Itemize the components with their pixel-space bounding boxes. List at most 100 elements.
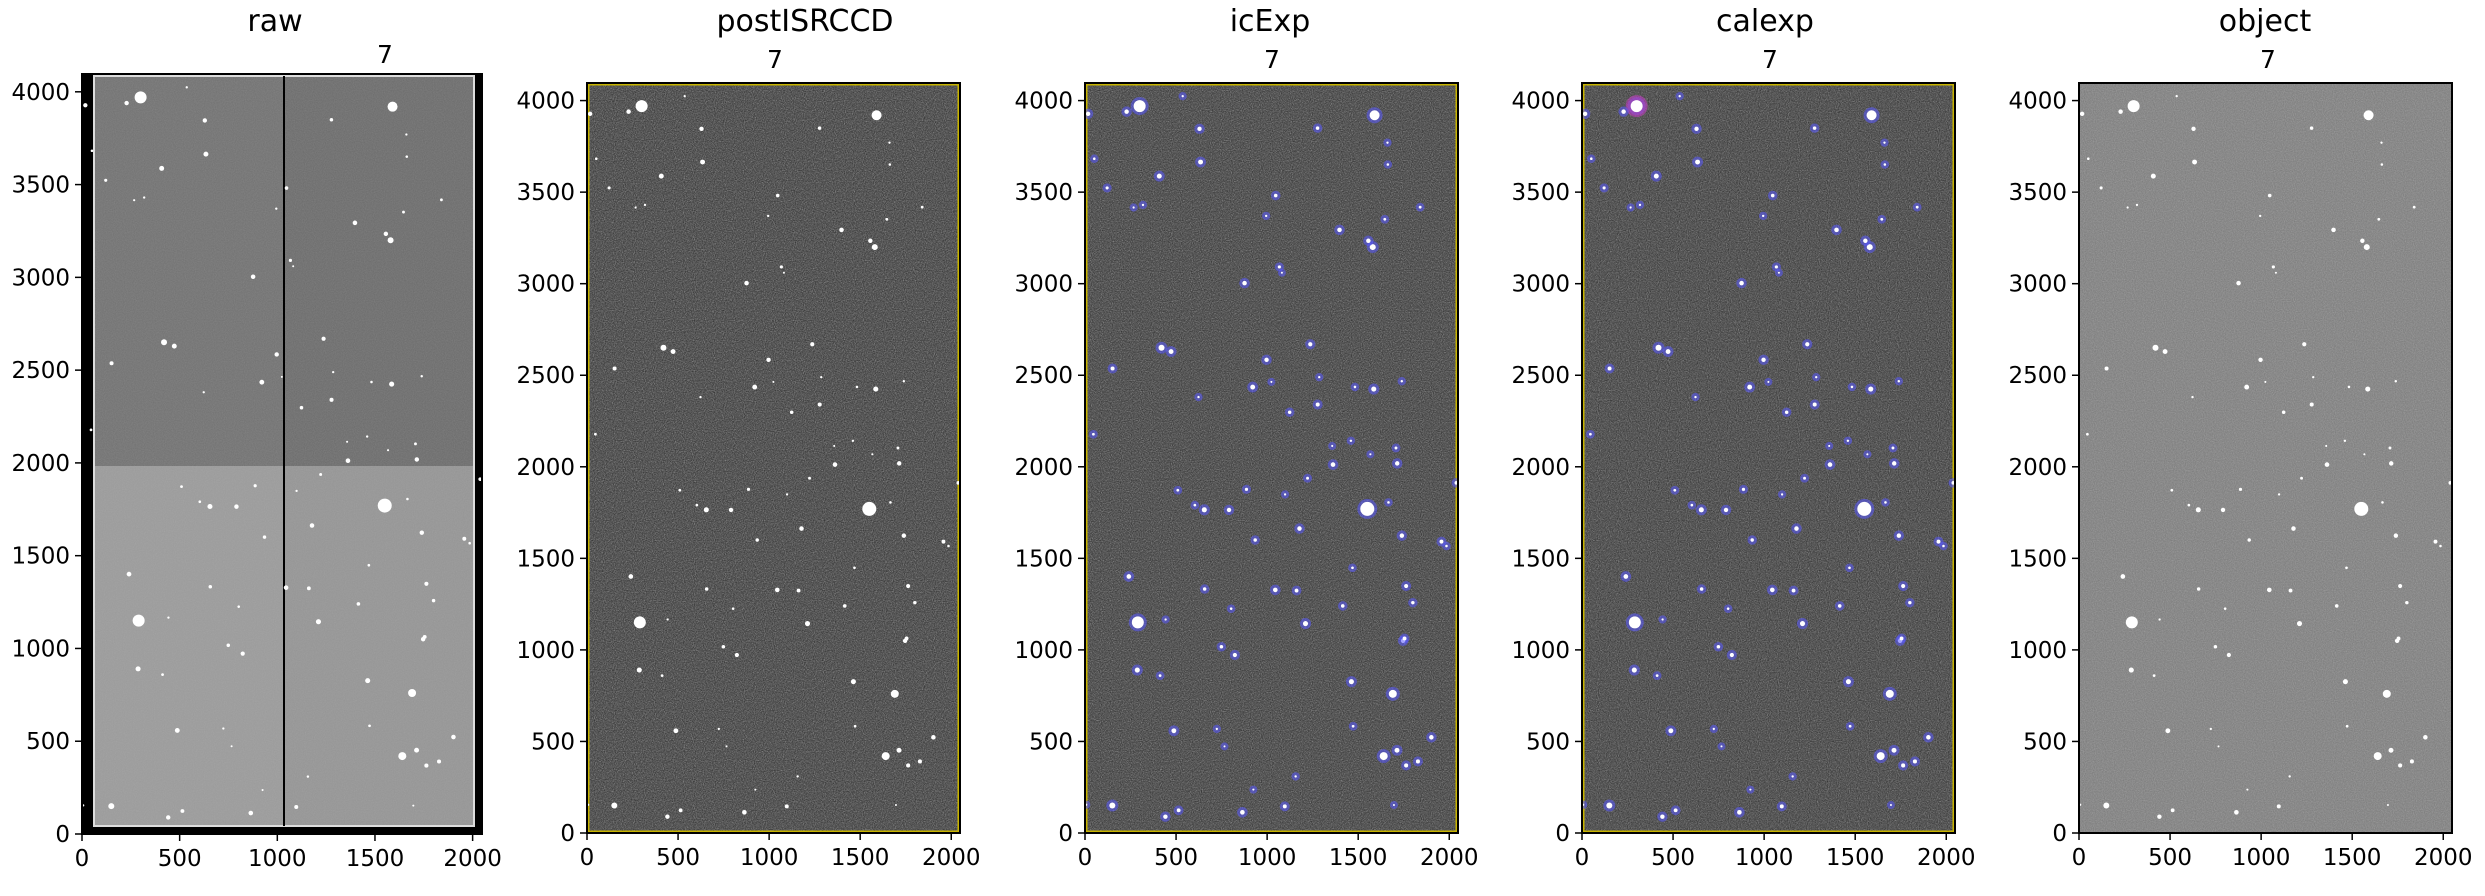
star bbox=[2175, 94, 2178, 98]
star bbox=[1133, 100, 1146, 113]
star bbox=[436, 759, 442, 764]
star bbox=[947, 544, 950, 548]
star bbox=[789, 410, 794, 415]
image-axes-calexp[interactable]: 0 500 1000 1500 2000 0 500 1000 1500 2000 2500 3000… bbox=[1494, 66, 2014, 896]
star bbox=[1774, 265, 1778, 269]
star bbox=[1164, 618, 1167, 621]
star bbox=[329, 397, 334, 402]
x-tick-label: 1500 bbox=[1329, 845, 1388, 871]
x-tick-label: 1500 bbox=[1826, 845, 1885, 871]
star bbox=[1876, 752, 1885, 761]
star bbox=[1883, 141, 1886, 144]
star bbox=[634, 206, 637, 209]
star bbox=[1280, 271, 1283, 274]
star bbox=[853, 724, 857, 728]
star bbox=[766, 214, 770, 218]
star bbox=[742, 809, 747, 815]
y-tick-label: 0 bbox=[1555, 821, 1570, 847]
star bbox=[2128, 667, 2134, 673]
star bbox=[1891, 461, 1897, 466]
star bbox=[2398, 763, 2403, 768]
star bbox=[319, 473, 323, 476]
star bbox=[1252, 788, 1255, 791]
y-tick-label: 3000 bbox=[1014, 272, 1073, 298]
star bbox=[202, 391, 205, 394]
star bbox=[1668, 728, 1674, 734]
star bbox=[1846, 439, 1850, 443]
star bbox=[1848, 566, 1851, 570]
star bbox=[1331, 444, 1334, 448]
star bbox=[779, 265, 783, 269]
star bbox=[1283, 493, 1287, 496]
star bbox=[873, 386, 879, 392]
star bbox=[1698, 507, 1704, 513]
star bbox=[1901, 763, 1906, 768]
star bbox=[402, 210, 405, 214]
star bbox=[587, 111, 593, 117]
star bbox=[725, 745, 728, 748]
image-axes-raw[interactable]: 0 500 1000 1500 2000 0 500 1000 1500 2000 2500 3000… bbox=[0, 66, 520, 896]
star bbox=[611, 802, 618, 809]
star bbox=[2345, 566, 2348, 570]
y-tick-label: 3000 bbox=[516, 272, 575, 298]
star bbox=[636, 667, 642, 673]
star bbox=[695, 503, 699, 507]
star bbox=[1884, 501, 1887, 504]
star bbox=[658, 173, 664, 179]
star bbox=[2135, 203, 2139, 207]
star bbox=[1124, 109, 1129, 114]
star bbox=[850, 679, 856, 685]
star bbox=[2396, 636, 2401, 641]
star bbox=[1202, 587, 1207, 591]
star bbox=[2274, 271, 2277, 274]
star bbox=[1815, 376, 1818, 379]
star bbox=[185, 86, 188, 89]
star bbox=[1415, 759, 1420, 764]
star bbox=[2195, 507, 2201, 513]
star bbox=[2325, 444, 2328, 448]
star bbox=[1606, 802, 1613, 809]
star bbox=[2373, 752, 2382, 761]
star bbox=[594, 432, 597, 436]
image-axes-postisrccd[interactable]: 0 500 1000 1500 2000 0 500 1000 1500 2000 2500 3000… bbox=[500, 66, 1020, 896]
star bbox=[2247, 538, 2251, 542]
star bbox=[174, 727, 180, 733]
star bbox=[2398, 583, 2403, 589]
star bbox=[1232, 652, 1237, 658]
star bbox=[1750, 538, 1754, 542]
star bbox=[2220, 507, 2226, 513]
star bbox=[2382, 689, 2391, 698]
star bbox=[389, 381, 395, 387]
star bbox=[1628, 616, 1641, 629]
image-axes-icexp[interactable]: 0 500 1000 1500 2000 0 500 1000 1500 2000 2500 3000… bbox=[997, 66, 1517, 896]
star bbox=[1383, 217, 1387, 221]
star bbox=[108, 803, 115, 810]
star bbox=[1219, 645, 1224, 649]
star bbox=[283, 585, 289, 590]
star bbox=[365, 435, 369, 438]
star bbox=[1850, 385, 1854, 389]
star bbox=[1590, 157, 1593, 161]
star bbox=[1126, 574, 1132, 579]
star bbox=[746, 487, 751, 491]
star bbox=[808, 476, 811, 480]
star bbox=[202, 118, 207, 123]
star bbox=[1784, 410, 1789, 415]
star bbox=[2354, 501, 2369, 516]
star bbox=[643, 203, 647, 207]
star bbox=[171, 343, 177, 349]
star bbox=[1386, 141, 1389, 144]
star bbox=[1223, 745, 1226, 748]
star bbox=[728, 507, 734, 513]
x-tick-label: 2000 bbox=[443, 846, 502, 872]
star bbox=[1181, 94, 1184, 98]
image-axes-object[interactable]: 0 500 1000 1500 2000 0 500 1000 1500 2000 2500 3000… bbox=[1990, 66, 2485, 896]
star bbox=[275, 207, 278, 210]
star bbox=[2312, 376, 2315, 379]
star bbox=[913, 600, 917, 605]
star bbox=[1394, 747, 1400, 753]
star bbox=[633, 616, 646, 629]
star bbox=[1400, 380, 1404, 383]
star bbox=[1695, 159, 1701, 165]
star bbox=[1193, 503, 1197, 507]
